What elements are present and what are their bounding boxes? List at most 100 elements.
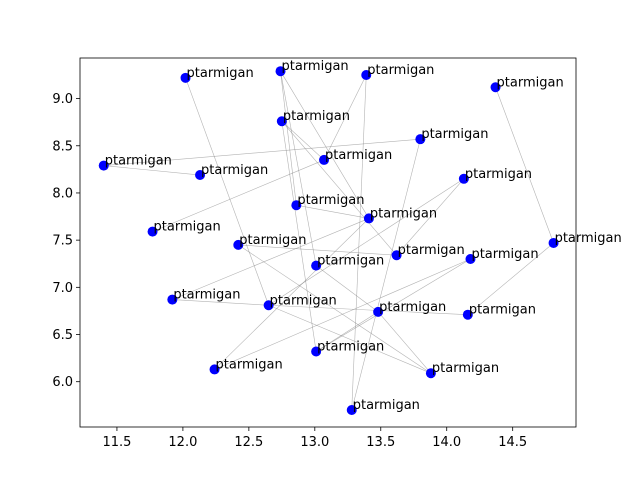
x-tick-label: 14.0	[432, 435, 461, 450]
edge-line	[185, 77, 269, 306]
data-point	[180, 72, 191, 83]
edge-line	[268, 178, 465, 306]
data-point-label: ptarmigan	[432, 361, 499, 376]
data-point	[209, 364, 220, 375]
y-tick-label: 6.0	[52, 375, 73, 390]
y-tick-label: 7.0	[52, 281, 73, 296]
edge-line	[268, 304, 432, 374]
data-point	[147, 226, 158, 237]
data-point-label: ptarmigan	[283, 109, 350, 124]
edge-line	[280, 71, 317, 266]
data-point-label: ptarmigan	[497, 75, 564, 90]
data-point-label: ptarmigan	[187, 66, 254, 81]
edge-line	[315, 265, 379, 313]
data-point	[425, 368, 436, 379]
data-point-label: ptarmigan	[421, 127, 488, 142]
data-point-label: ptarmigan	[465, 167, 532, 182]
edge-line	[280, 71, 370, 219]
data-point-label: ptarmigan	[297, 193, 364, 208]
edge-layer	[103, 71, 554, 411]
node-layer	[98, 66, 559, 416]
data-point-label: ptarmigan	[317, 254, 384, 269]
data-point	[391, 250, 402, 261]
edge-line	[214, 218, 370, 370]
data-point-label: ptarmigan	[398, 243, 465, 258]
edge-line	[377, 311, 432, 374]
data-point	[346, 405, 357, 416]
data-point-label: ptarmigan	[379, 300, 446, 315]
edge-line	[103, 165, 201, 176]
edge-line	[351, 74, 367, 411]
data-point-label: ptarmigan	[154, 220, 221, 235]
x-tick-label: 13.5	[366, 435, 395, 450]
edge-line	[152, 159, 325, 232]
y-tick-label: 7.5	[52, 234, 73, 249]
y-tick-label: 8.5	[52, 139, 73, 154]
edge-line	[172, 299, 269, 306]
data-point	[319, 154, 330, 165]
y-axis: 6.0 6.5 7.0 7.5 8.0 8.5 9.0	[52, 92, 80, 390]
edge-line	[214, 258, 471, 370]
data-point-label: ptarmigan	[471, 247, 538, 262]
data-point-label: ptarmigan	[282, 59, 349, 74]
edge-line	[281, 121, 317, 352]
data-point	[361, 69, 372, 80]
edge-line	[315, 311, 379, 352]
data-point-label: ptarmigan	[239, 233, 306, 248]
data-point	[167, 294, 178, 305]
x-tick-label: 14.5	[498, 435, 527, 450]
edge-line	[238, 244, 397, 256]
data-point	[195, 170, 206, 181]
data-point	[465, 254, 476, 265]
data-point	[462, 309, 473, 320]
data-point	[276, 116, 287, 127]
node-label-layer: ptarmigan ptarmigan ptarmigan ptarmigan ptar…	[105, 59, 622, 413]
edge-line	[280, 71, 297, 206]
edge-line	[172, 218, 370, 300]
x-tick-label: 11.5	[102, 435, 131, 450]
data-point-label: ptarmigan	[173, 288, 240, 303]
edge-line	[268, 304, 468, 315]
edge-line	[281, 121, 325, 161]
x-tick-label: 13.0	[300, 435, 329, 450]
data-point	[415, 134, 426, 145]
data-point	[263, 300, 274, 311]
x-tick-label: 12.0	[168, 435, 197, 450]
data-point	[458, 173, 469, 184]
edge-line	[495, 87, 554, 244]
data-point	[490, 82, 501, 93]
data-point-label: ptarmigan	[353, 398, 420, 413]
edge-line	[323, 74, 367, 161]
data-point	[311, 260, 322, 271]
y-tick-label: 8.0	[52, 186, 73, 201]
x-axis: 11.5 12.0 12.5 13.0 13.5 14.0 14.5	[102, 427, 527, 450]
edge-line	[351, 139, 421, 411]
data-point-label: ptarmigan	[325, 148, 392, 163]
data-point-label: ptarmigan	[201, 163, 268, 178]
data-point	[291, 200, 302, 211]
data-point	[363, 213, 374, 224]
edge-line	[467, 242, 554, 315]
data-point-label: ptarmigan	[216, 357, 283, 372]
data-point-label: ptarmigan	[555, 231, 622, 246]
data-point	[98, 160, 109, 171]
y-tick-label: 9.0	[52, 92, 73, 107]
edge-line	[296, 204, 369, 219]
x-tick-label: 12.5	[234, 435, 263, 450]
edge-line	[396, 178, 465, 256]
y-tick-label: 6.5	[52, 328, 73, 343]
data-point-label: ptarmigan	[367, 63, 434, 78]
data-point-label: ptarmigan	[270, 293, 337, 308]
data-point-label: ptarmigan	[317, 340, 384, 355]
edge-line	[281, 121, 397, 256]
data-point-label: ptarmigan	[469, 303, 536, 318]
data-point	[233, 239, 244, 250]
plot-area-frame	[79, 57, 577, 428]
edge-line	[103, 138, 421, 166]
edge-line	[238, 244, 432, 374]
data-point	[311, 346, 322, 357]
data-point-label: ptarmigan	[370, 206, 437, 221]
data-point	[275, 66, 286, 77]
